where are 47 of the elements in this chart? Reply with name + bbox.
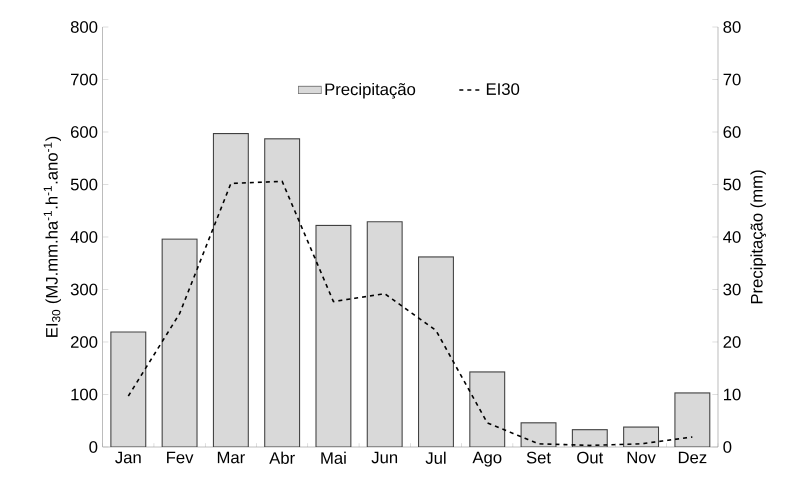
x-tick-label: Jan (115, 452, 141, 464)
x-tick-label: Dez (678, 452, 706, 464)
y-tick-label: 700 (71, 74, 98, 86)
y2-tick-label: 60 (724, 126, 741, 138)
y2-tick-label: 40 (723, 231, 741, 243)
bar (674, 392, 710, 447)
y2-tick-label: 30 (723, 284, 741, 296)
y-tick-label: 100 (71, 388, 98, 400)
x-tick-label: Mar (218, 452, 245, 464)
bar (469, 371, 506, 447)
y-tick-label: 600 (70, 126, 98, 138)
y-tick-label: 800 (70, 21, 98, 33)
y2-tick-label: 20 (724, 336, 741, 348)
y2-tick-label: 0 (723, 441, 732, 453)
y-tick-label: 0 (89, 441, 98, 453)
x-tick-label: Jun (372, 452, 398, 464)
x-tick-label: Jul (426, 452, 446, 464)
bar (212, 133, 249, 447)
y2-axis-title: Precipitação (mm) (750, 170, 766, 304)
bar (572, 429, 608, 447)
y-tick-label: 200 (70, 336, 98, 348)
y-tick-label: 400 (70, 231, 98, 243)
x-tick-label: Abr (269, 452, 295, 464)
y2-tick-label: 50 (723, 178, 741, 190)
x-tick-label: Ago (472, 452, 502, 467)
y2-tick-label: 80 (723, 21, 741, 33)
bar (110, 331, 146, 447)
x-tick-label: Mai (321, 452, 346, 464)
y2-tick-label: 70 (724, 74, 741, 86)
y2-tick-label: 10 (724, 388, 741, 400)
x-tick-label: Out (577, 452, 604, 464)
x-tick-label: Fev (167, 452, 194, 464)
text: EI$_{30}$ (MJ.mm.ha$^{-1}$.h$^{-1}$.ano$^{-1}$) (44, 136, 61, 337)
y-tick-label: 300 (70, 284, 98, 296)
line-series (128, 180, 694, 446)
bar (366, 221, 403, 447)
legend-label: EI30 (486, 83, 520, 95)
bar (315, 224, 352, 447)
bar (162, 238, 198, 447)
bar (264, 138, 300, 447)
bar (520, 422, 556, 447)
x-tick-label: Nov (628, 452, 656, 464)
bar (623, 426, 660, 447)
x-tick-label: Set (526, 452, 551, 464)
bar (418, 256, 454, 447)
y-tick-label: 500 (70, 178, 98, 190)
legend-label: Precipitação (325, 82, 416, 99)
